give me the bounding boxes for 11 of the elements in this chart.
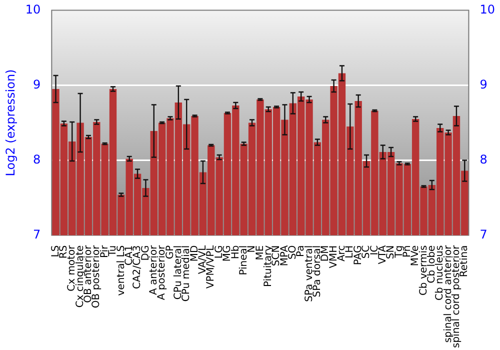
y-tick-label: 8 xyxy=(33,152,41,166)
y-tick-label: 10 xyxy=(25,2,41,16)
y2-tick-label: 10 xyxy=(480,2,496,16)
y-axis-title: Log2 (expression) xyxy=(3,69,18,176)
x-tick-label: A posterior xyxy=(156,244,168,300)
y2-tick-label: 7 xyxy=(480,227,488,242)
y-tick-label: 7 xyxy=(33,227,41,242)
y-tick-label: 9 xyxy=(33,77,41,92)
x-tick-label: Tg xyxy=(394,245,405,259)
y2-tick-label: 9 xyxy=(480,77,488,92)
y2-tick-label: 8 xyxy=(480,152,488,166)
